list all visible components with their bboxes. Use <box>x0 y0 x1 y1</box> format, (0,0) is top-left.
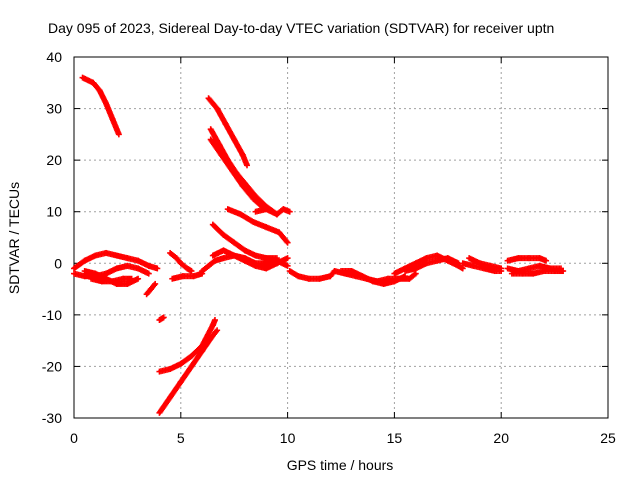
series-track-h <box>71 249 161 272</box>
data-point <box>160 314 167 321</box>
data-point <box>135 275 142 282</box>
data-point <box>214 327 221 334</box>
data-point <box>543 257 550 264</box>
y-tick-label: 0 <box>54 255 62 271</box>
y-tick-label: 10 <box>46 204 62 220</box>
series-track-c <box>207 126 280 218</box>
chart-title: Day 095 of 2023, Sidereal Day-to-day VTE… <box>48 20 554 36</box>
plot-frame <box>73 56 609 419</box>
data-point <box>154 265 161 272</box>
series-track-d <box>207 136 265 210</box>
series-track-t <box>286 268 338 282</box>
data-point <box>498 265 505 272</box>
x-tick-label: 15 <box>387 430 403 446</box>
x-tick-label: 5 <box>177 430 185 446</box>
data-point <box>284 239 291 246</box>
y-axis-label: SDTVAR / TECUs <box>6 182 22 294</box>
series-track-n <box>167 249 195 275</box>
axis-ticks: 0 5 10 15 20 25 -30 -20 -10 0 10 20 30 40 <box>42 49 616 446</box>
series-track-s <box>156 327 221 416</box>
x-tick-label: 0 <box>70 430 78 446</box>
series-track-k <box>88 275 135 285</box>
series-track-r <box>156 317 218 375</box>
data-point <box>244 162 251 169</box>
data-point <box>459 265 466 272</box>
data-point <box>402 273 409 280</box>
series-track-o <box>169 270 206 282</box>
series-track-z <box>466 255 505 272</box>
y-tick-label: -10 <box>42 307 62 323</box>
data-point <box>188 268 195 275</box>
series-track-aa <box>504 255 550 264</box>
y-tick-label: -20 <box>42 358 62 374</box>
x-axis-label: GPS time / hours <box>287 457 394 473</box>
data-point <box>115 131 122 138</box>
data-point <box>283 238 290 245</box>
series-track-b <box>205 95 251 169</box>
series-track-ac <box>508 268 567 277</box>
series-track-g <box>209 221 280 262</box>
data-point <box>152 280 159 287</box>
series-track-v <box>338 268 409 287</box>
series-track-e <box>224 206 291 246</box>
y-tick-label: -30 <box>42 410 62 426</box>
data-point <box>284 262 291 269</box>
grid-lines <box>74 57 608 418</box>
y-tick-label: 40 <box>46 49 62 65</box>
data-points <box>71 74 567 416</box>
series-track-l <box>143 280 159 298</box>
x-tick-label: 20 <box>493 430 509 446</box>
data-point <box>284 255 291 262</box>
data-point <box>286 208 293 215</box>
series-track-f <box>252 206 293 218</box>
data-point <box>560 268 567 275</box>
series-track-q <box>209 247 291 272</box>
x-tick-label: 10 <box>280 430 296 446</box>
series-track-a <box>79 74 122 138</box>
data-point <box>145 270 152 277</box>
x-tick-label: 25 <box>600 430 616 446</box>
series-track-m <box>156 314 167 324</box>
y-tick-label: 20 <box>46 152 62 168</box>
data-point <box>211 317 218 324</box>
y-tick-label: 30 <box>46 101 62 117</box>
series-track-x <box>402 255 462 275</box>
data-point <box>412 270 419 277</box>
data-point <box>128 275 135 282</box>
